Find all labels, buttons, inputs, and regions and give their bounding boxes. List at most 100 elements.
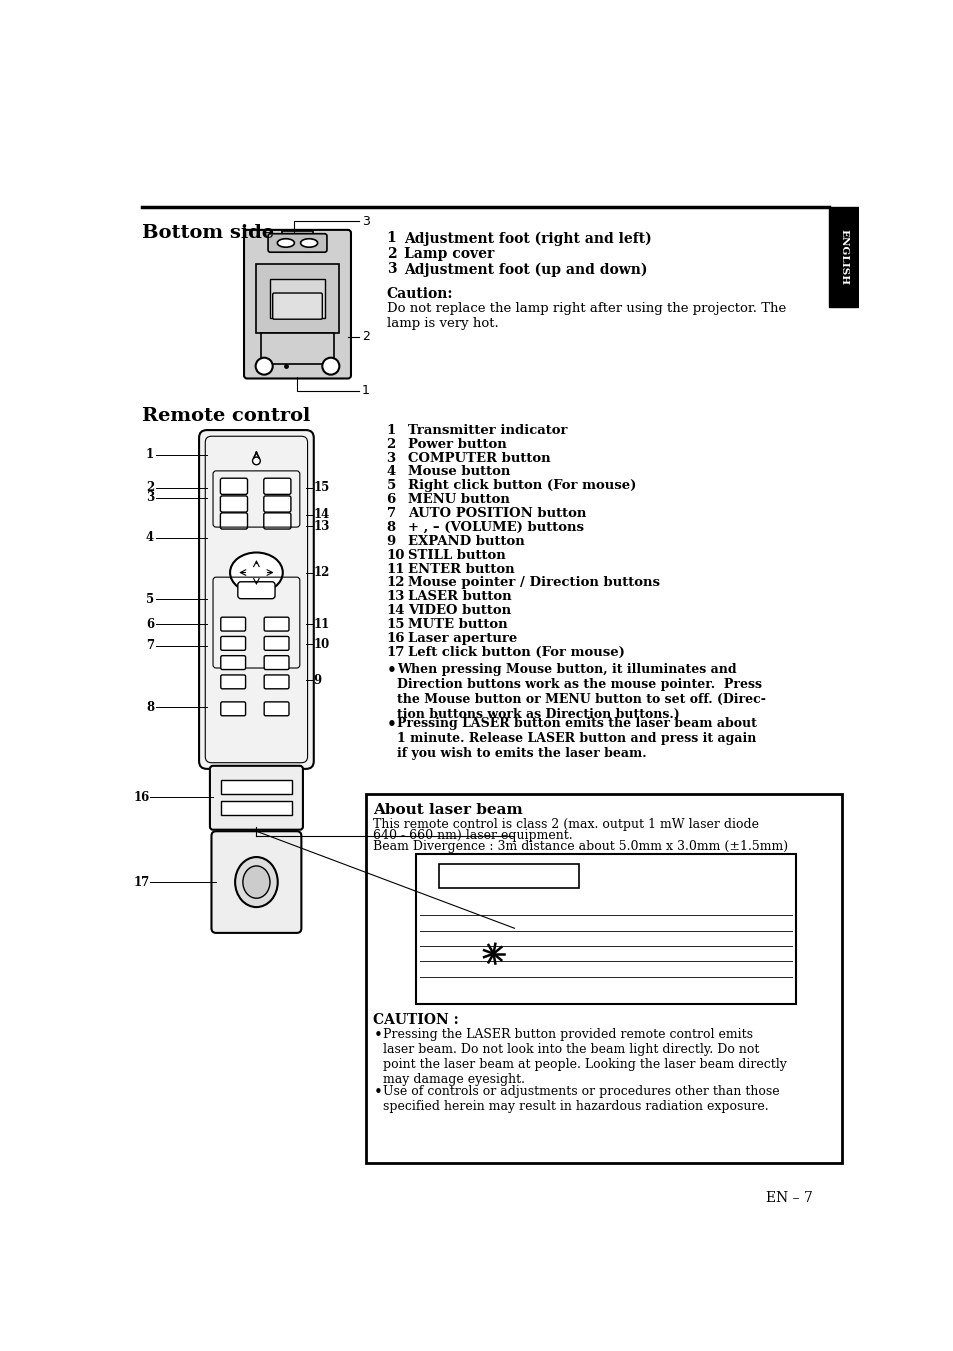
Text: 9: 9 <box>386 535 395 547</box>
Text: 6: 6 <box>146 617 154 631</box>
FancyBboxPatch shape <box>220 655 245 670</box>
Circle shape <box>253 457 260 465</box>
Text: 16: 16 <box>386 632 405 644</box>
Text: 14: 14 <box>386 604 405 617</box>
Text: 10: 10 <box>386 549 405 562</box>
FancyBboxPatch shape <box>264 655 289 670</box>
Text: 6: 6 <box>386 493 395 507</box>
Text: Mouse button: Mouse button <box>408 466 510 478</box>
Text: VIDEO button: VIDEO button <box>408 604 511 617</box>
FancyBboxPatch shape <box>264 513 291 530</box>
Text: •: • <box>386 663 396 678</box>
Text: 4: 4 <box>386 466 395 478</box>
Text: Use of controls or adjustments or procedures other than those
specified herein m: Use of controls or adjustments or proced… <box>382 1085 779 1113</box>
Text: 640 - 660 nm) laser equipment.: 640 - 660 nm) laser equipment. <box>373 830 573 842</box>
Text: Do not replace the lamp right after using the projector. The
lamp is very hot.: Do not replace the lamp right after usin… <box>386 303 785 330</box>
Text: COMPUTER button: COMPUTER button <box>408 451 551 465</box>
FancyBboxPatch shape <box>237 582 274 598</box>
Ellipse shape <box>234 857 277 907</box>
Bar <box>282 231 313 240</box>
FancyBboxPatch shape <box>220 478 247 494</box>
Bar <box>439 863 578 888</box>
Text: 1: 1 <box>361 384 370 397</box>
Text: 1: 1 <box>386 424 395 436</box>
Ellipse shape <box>243 866 270 898</box>
Bar <box>261 334 334 363</box>
Text: 5: 5 <box>146 593 154 607</box>
Bar <box>365 793 841 1163</box>
Text: Power button: Power button <box>408 438 507 451</box>
FancyBboxPatch shape <box>210 766 303 830</box>
Text: 8: 8 <box>386 521 395 534</box>
Bar <box>256 263 338 334</box>
Text: 4: 4 <box>146 531 154 544</box>
Text: 17: 17 <box>133 875 150 889</box>
Text: + , – (VOLUME) buttons: + , – (VOLUME) buttons <box>408 521 583 534</box>
Text: 16: 16 <box>133 790 150 804</box>
Text: 11: 11 <box>386 562 405 576</box>
Text: Bottom side: Bottom side <box>142 224 274 242</box>
Text: Adjustment foot (right and left): Adjustment foot (right and left) <box>403 231 651 246</box>
Text: About laser beam: About laser beam <box>373 802 522 817</box>
Text: ENTER button: ENTER button <box>408 562 515 576</box>
FancyBboxPatch shape <box>220 617 245 631</box>
Ellipse shape <box>230 553 282 593</box>
Text: LASER button: LASER button <box>408 590 512 604</box>
Text: EXPAND button: EXPAND button <box>408 535 524 547</box>
Text: 3: 3 <box>386 451 395 465</box>
Text: 2: 2 <box>386 438 395 451</box>
Circle shape <box>322 358 339 374</box>
FancyBboxPatch shape <box>220 496 247 512</box>
FancyBboxPatch shape <box>264 496 291 512</box>
FancyBboxPatch shape <box>264 636 289 650</box>
FancyBboxPatch shape <box>268 234 327 253</box>
Text: 10: 10 <box>314 638 330 651</box>
Text: STILL button: STILL button <box>408 549 505 562</box>
FancyBboxPatch shape <box>220 703 245 716</box>
Text: Caution:: Caution: <box>386 286 453 301</box>
Text: 9: 9 <box>314 674 321 686</box>
Bar <box>270 280 324 317</box>
Bar <box>220 801 292 815</box>
Text: Remote control: Remote control <box>142 407 311 426</box>
FancyBboxPatch shape <box>212 831 301 934</box>
Text: 5: 5 <box>386 480 395 492</box>
FancyBboxPatch shape <box>220 636 245 650</box>
Text: EN – 7: EN – 7 <box>765 1190 812 1205</box>
Text: 1: 1 <box>386 231 395 246</box>
Bar <box>220 781 292 794</box>
FancyBboxPatch shape <box>199 430 314 769</box>
Text: Pressing the LASER button provided remote control emits
laser beam. Do not look : Pressing the LASER button provided remot… <box>382 1028 786 1086</box>
Text: 2: 2 <box>146 481 154 494</box>
Text: Lamp cover: Lamp cover <box>403 247 494 261</box>
Text: ENGLISH: ENGLISH <box>839 228 847 285</box>
Text: 3: 3 <box>361 215 370 228</box>
Bar <box>828 207 858 307</box>
FancyBboxPatch shape <box>273 293 322 319</box>
Text: Mouse pointer / Direction buttons: Mouse pointer / Direction buttons <box>408 577 659 589</box>
Text: Right click button (For mouse): Right click button (For mouse) <box>408 480 636 492</box>
FancyBboxPatch shape <box>264 676 289 689</box>
Text: •: • <box>386 717 396 732</box>
Text: 8: 8 <box>146 701 154 713</box>
FancyBboxPatch shape <box>264 617 289 631</box>
FancyBboxPatch shape <box>220 676 245 689</box>
Text: 17: 17 <box>386 646 405 659</box>
Ellipse shape <box>300 239 317 247</box>
Text: 15: 15 <box>314 481 330 494</box>
Text: 13: 13 <box>386 590 405 604</box>
FancyBboxPatch shape <box>244 230 351 378</box>
Text: 1: 1 <box>146 449 154 461</box>
Text: 11: 11 <box>314 617 330 631</box>
Text: MENU button: MENU button <box>408 493 510 507</box>
Text: Pressing LASER button emits the laser beam about
1 minute. Release LASER button : Pressing LASER button emits the laser be… <box>397 717 757 761</box>
Text: When pressing Mouse button, it illuminates and
Direction buttons work as the mou: When pressing Mouse button, it illuminat… <box>397 663 765 721</box>
FancyBboxPatch shape <box>220 513 247 530</box>
Text: 2: 2 <box>386 247 395 261</box>
Text: Laser aperture: Laser aperture <box>408 632 517 644</box>
Text: 13: 13 <box>314 520 330 532</box>
Text: 14: 14 <box>314 508 330 521</box>
Text: Beam Divergence : 3m distance about 5.0mm x 3.0mm (±1.5mm): Beam Divergence : 3m distance about 5.0m… <box>373 840 788 852</box>
Text: Left click button (For mouse): Left click button (For mouse) <box>408 646 624 659</box>
Circle shape <box>255 358 273 374</box>
